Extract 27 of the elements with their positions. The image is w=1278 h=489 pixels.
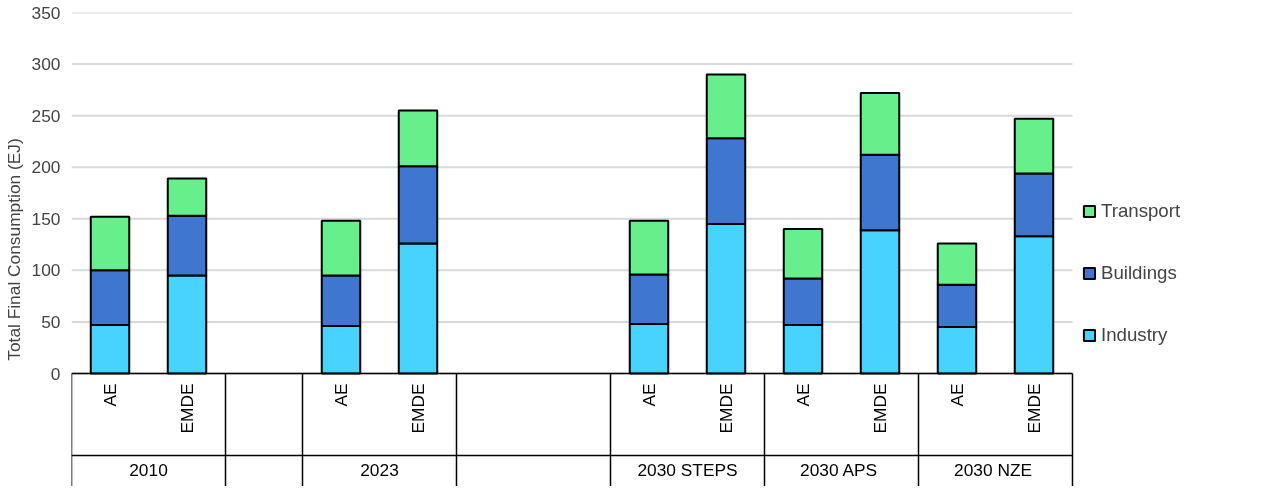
y-tick-label: 200: [31, 157, 61, 178]
x-tick-label: EMDE: [716, 383, 736, 434]
x-tick-label: AE: [639, 383, 659, 407]
y-tick-label: 0: [50, 363, 61, 384]
y-tick-label: 250: [31, 105, 61, 126]
text: 2030 STEPS: [637, 459, 738, 480]
x-tick-label: AE: [947, 383, 967, 407]
legend-label: Industry: [1101, 324, 1168, 346]
y-axis-title: Total Final Consumption (EJ): [3, 138, 24, 361]
y-tick-label: 300: [31, 54, 61, 75]
x-tick-label: AE: [331, 383, 351, 407]
x-tick-label: AE: [793, 383, 813, 407]
legend-label: Buildings: [1101, 262, 1177, 284]
x-tick-label: EMDE: [1024, 383, 1044, 434]
x-tick-label: EMDE: [870, 383, 890, 434]
y-tick-label: 50: [41, 311, 61, 332]
y-tick-label: 350: [31, 2, 61, 23]
text: 2030 APS: [800, 459, 878, 480]
x-tick-label: EMDE: [408, 383, 428, 434]
x-tick-label: EMDE: [177, 383, 197, 434]
text: 2010: [129, 459, 168, 480]
legend-label: Transport: [1101, 200, 1181, 222]
text: 2023: [360, 459, 399, 480]
y-tick-label: 100: [31, 260, 61, 281]
y-tick-label: 150: [31, 208, 61, 229]
text: 2030 NZE: [954, 459, 1033, 480]
x-tick-label: AE: [100, 383, 120, 407]
